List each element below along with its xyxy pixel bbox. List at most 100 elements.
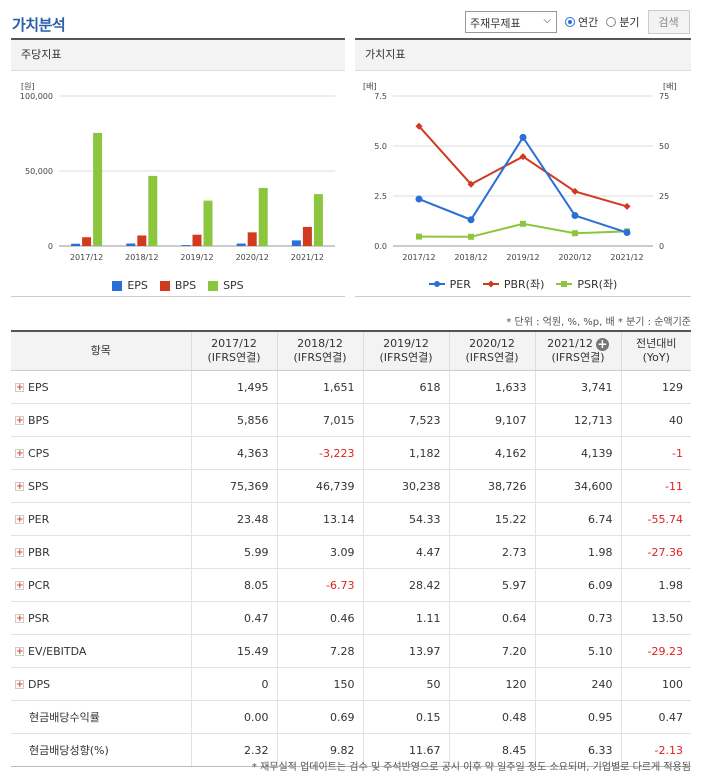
bar-eps: [71, 243, 81, 246]
row-label-cell[interactable]: + EPS: [11, 370, 191, 404]
value-cell: 3.09: [276, 535, 363, 569]
value-cell: 3,741: [534, 370, 621, 404]
y-left-tick-label: 0.0: [374, 242, 387, 251]
yoy-cell: 1.98: [620, 568, 691, 602]
x-tick-label: 2019/12: [506, 253, 539, 262]
row-label-cell[interactable]: + PBR: [11, 535, 191, 569]
bar-bps: [302, 226, 312, 246]
radio-unselected-icon: [606, 17, 617, 27]
value-cell: 8.05: [190, 568, 277, 602]
row-label-cell[interactable]: + PCR: [11, 568, 191, 602]
row-label-cell[interactable]: + DPS: [11, 667, 191, 701]
row-label-cell[interactable]: + SPS: [11, 469, 191, 503]
header-basis-label: (IFRS연결): [465, 351, 519, 364]
expand-plus-icon[interactable]: +: [15, 416, 24, 426]
yoy-cell: 0.47: [620, 700, 691, 734]
table-header-row: 항목 2017/12 (IFRS연결) 2018/12 (IFRS연결) 2019/…: [11, 331, 691, 371]
row-label-cell: 현금배당성향(%): [11, 733, 191, 767]
legend-label: PER: [449, 277, 471, 291]
bar-bps: [247, 232, 257, 246]
legend-sps: SPS: [208, 279, 244, 292]
header-year: 2020/12 (IFRS연결): [448, 331, 535, 371]
value-cell: 1,182: [362, 436, 449, 470]
value-cell: 1.98: [534, 535, 621, 569]
header-year-label: 2017/12: [211, 337, 257, 350]
legend-swatch: [112, 280, 123, 291]
value-cell: 30,238: [362, 469, 449, 503]
value-cell: 6.33: [534, 733, 621, 767]
expand-plus-icon[interactable]: +: [15, 449, 24, 459]
value-cell: 23.48: [190, 502, 277, 536]
y-left-tick-label: 7.5: [374, 92, 387, 101]
expand-plus-icon[interactable]: +: [15, 482, 24, 492]
table-row: + PBR 5.99 3.09 4.47 2.73 1.98 -27.36: [11, 535, 691, 569]
value-cell: 0.64: [448, 601, 535, 635]
value-cell: 1.11: [362, 601, 449, 635]
value-cell: 0.00: [190, 700, 277, 734]
row-label-cell[interactable]: + PER: [11, 502, 191, 536]
expand-plus-icon[interactable]: +: [15, 515, 24, 525]
expand-plus-icon[interactable]: +: [15, 680, 24, 690]
y-right-unit-label: [배]: [663, 82, 677, 91]
bar-chart: [원] 100,000 50,000 0 2017/12 2018/12 2019/12 2…: [20, 82, 335, 262]
pbr-point: [571, 187, 579, 195]
value-cell: 1,633: [448, 370, 535, 404]
bar-sps: [203, 200, 213, 246]
legend-pbr: PBR(좌): [482, 276, 544, 292]
statement-type-select[interactable]: 주재무제표 ⌵: [465, 11, 557, 33]
panel-heading: 가치지표: [355, 40, 691, 71]
radio-quarter[interactable]: 분기: [606, 14, 640, 30]
value-cell: 9,107: [448, 403, 535, 437]
psr-point: [520, 220, 526, 227]
value-cell: 34,600: [534, 469, 621, 503]
legend-bps: BPS: [159, 279, 196, 292]
value-cell: 75,369: [190, 469, 277, 503]
value-cell: 28.42: [362, 568, 449, 602]
yoy-cell: 129: [620, 370, 691, 404]
row-label: BPS: [28, 413, 50, 427]
add-column-icon[interactable]: +: [595, 336, 609, 351]
expand-plus-icon[interactable]: +: [15, 647, 24, 657]
value-cell: 0.15: [362, 700, 449, 734]
value-cell: 5.97: [448, 568, 535, 602]
legend-marker-icon: [556, 281, 573, 287]
yoy-cell: -11: [620, 469, 691, 503]
header-year-label: 2018/12: [297, 337, 343, 350]
row-label-cell[interactable]: + PSR: [11, 601, 191, 635]
row-label: PBR: [28, 545, 50, 559]
legend-marker-icon: [428, 281, 445, 287]
value-cell: 120: [448, 667, 535, 701]
yoy-cell: -2.13: [620, 733, 691, 767]
page-title: 가치분석: [12, 16, 66, 34]
table-row: + EPS 1,495 1,651 618 1,633 3,741 129: [11, 370, 691, 404]
expand-plus-icon[interactable]: +: [15, 581, 24, 591]
expand-plus-icon[interactable]: +: [15, 548, 24, 558]
expand-plus-icon[interactable]: +: [15, 614, 24, 624]
bar-sps: [258, 187, 268, 246]
line-chart: [배] [배] 7.5 75 5.0 50 2.5 25 0.0 0 2017/12 2018/1…: [363, 82, 677, 262]
radio-annual[interactable]: 연간: [565, 14, 598, 30]
row-label-cell[interactable]: + CPS: [11, 436, 191, 470]
y-left-tick-label: 5.0: [374, 142, 387, 151]
value-cell: 4,139: [534, 436, 621, 470]
table-row: + PER 23.48 13.14 54.33 15.22 6.74 -55.74: [11, 502, 691, 536]
legend-per: PER: [428, 276, 471, 292]
legend-label: EPS: [127, 279, 148, 292]
search-button[interactable]: 검색: [647, 10, 690, 34]
value-cell: 5.10: [534, 634, 621, 668]
radio-quarter-label: 분기: [619, 16, 640, 29]
table-row: + EV/EBITDA 15.49 7.28 13.97 7.20 5.10 -29.23: [11, 634, 691, 668]
header-basis-label: (IFRS연결): [293, 351, 347, 364]
value-cell: 2.73: [448, 535, 535, 569]
pbr-point: [623, 202, 631, 210]
row-label-cell[interactable]: + BPS: [11, 403, 191, 437]
per-point: [519, 133, 527, 141]
panel-heading: 주당지표: [11, 40, 345, 71]
expand-plus-icon[interactable]: +: [15, 383, 24, 393]
x-tick-label: 2017/12: [402, 253, 435, 262]
row-label-cell[interactable]: + EV/EBITDA: [11, 634, 191, 668]
value-cell: 15.49: [190, 634, 277, 668]
value-cell: 7,015: [276, 403, 363, 437]
radio-selected-icon: [565, 17, 575, 27]
yoy-cell: -29.23: [620, 634, 691, 668]
